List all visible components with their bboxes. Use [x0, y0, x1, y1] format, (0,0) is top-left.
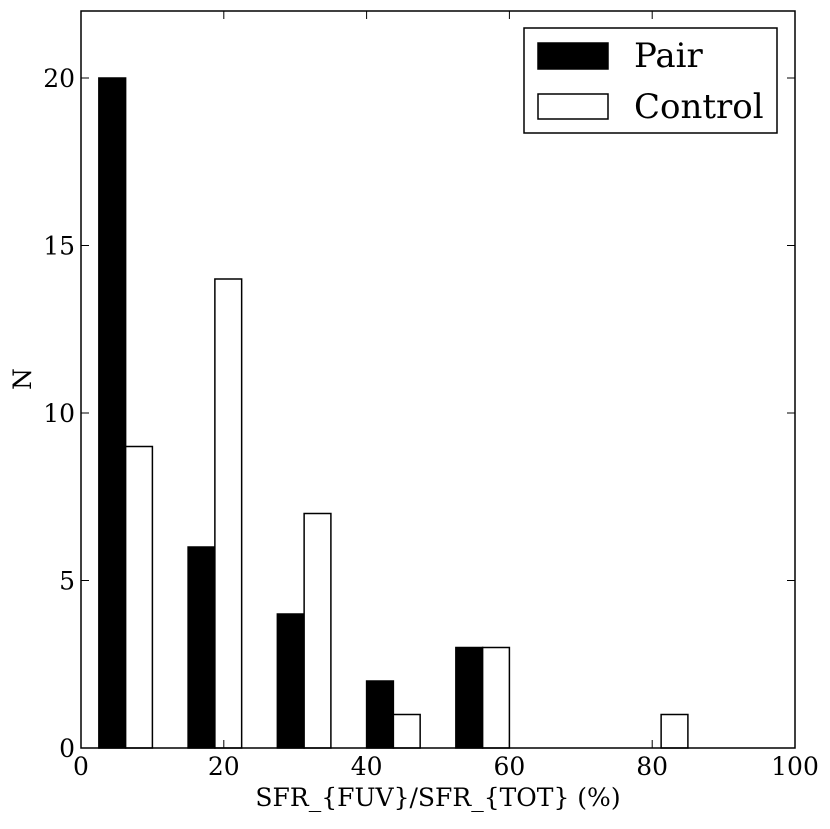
x-tick-label: 20	[208, 752, 240, 781]
x-axis-label: SFR_{FUV}/SFR_{TOT} (%)	[255, 783, 620, 812]
legend-label-control: Control	[634, 87, 764, 127]
y-tick-label: 20	[43, 64, 75, 93]
plot-frame	[80, 10, 796, 749]
y-tick-label: 10	[43, 399, 75, 428]
bar-control-6	[660, 713, 689, 749]
bar-control-4	[481, 646, 511, 749]
y-tick-label: 0	[59, 734, 75, 763]
bar-control-0	[124, 445, 154, 749]
bar-pair-0	[98, 77, 127, 749]
bar-pair-1	[187, 546, 216, 749]
bars-layer	[98, 77, 689, 749]
legend-swatch-pair	[537, 42, 609, 70]
bar-pair-3	[365, 680, 395, 749]
bar-control-2	[303, 512, 332, 749]
x-tick-label: 60	[493, 752, 525, 781]
bar-pair-2	[276, 613, 305, 749]
legend-swatch-control	[537, 93, 609, 120]
x-tick-label: 80	[636, 752, 668, 781]
y-tick-label: 5	[59, 567, 75, 596]
x-tick-label: 100	[771, 752, 819, 781]
y-axis-label: N	[8, 368, 37, 390]
bar-control-3	[392, 713, 421, 749]
bar-control-1	[214, 278, 243, 749]
ticks-layer: 0 20 40 60 80 100 0 5 10 15 20	[43, 11, 819, 781]
legend: Pair Control	[523, 27, 778, 134]
bar-pair-4	[455, 646, 484, 749]
x-tick-label: 0	[73, 752, 89, 781]
legend-label-pair: Pair	[634, 36, 703, 76]
y-tick-label: 15	[43, 232, 75, 261]
x-tick-label: 40	[351, 752, 383, 781]
